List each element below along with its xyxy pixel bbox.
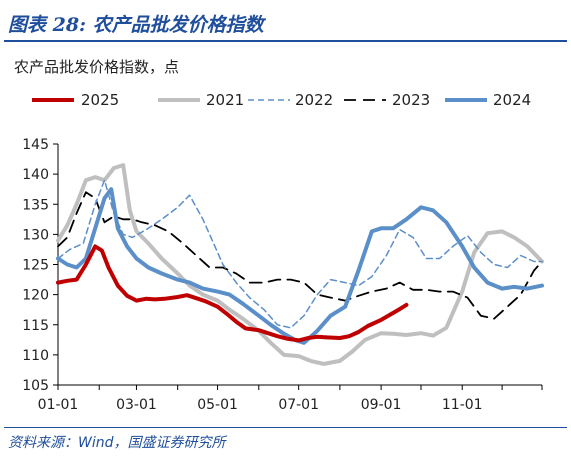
title-divider [4,40,567,42]
y-tick-label-120: 120 [22,288,49,304]
y-tick-label-110: 110 [22,348,49,364]
series-line-2021 [56,163,544,366]
x-tick-label-01-01: 01-01 [38,397,79,413]
x-tick-label-03-01: 03-01 [116,397,157,413]
legend-label-2022: 2022 [295,91,333,109]
series-line-2024 [56,187,544,345]
series-line-2023 [57,191,543,320]
figure-header: 图表 28: 农产品批发价格指数 [0,0,571,44]
y-tick-label-145: 145 [22,137,49,153]
y-tick-label-140: 140 [22,167,49,183]
figure-title: 图表 28: 农产品批发价格指数 [8,14,264,36]
x-tick-label-05-01: 05-01 [197,397,238,413]
source-divider [4,427,567,428]
legend-label-2023: 2023 [392,91,430,109]
y-tick-label-115: 115 [22,318,49,334]
series-line-2022 [57,179,543,329]
source-note: 资料来源：Wind，国盛证券研究所 [8,435,226,451]
series-line-2025 [56,244,409,343]
legend-label-2025: 2025 [81,91,119,109]
y-tick-label-125: 125 [22,258,49,274]
y-tick-label-130: 130 [22,227,49,243]
x-tick-label-09-01: 09-01 [361,397,402,413]
y-tick-label-105: 105 [22,378,49,394]
x-tick-label-11-01: 11-01 [442,397,483,413]
legend-label-2021: 2021 [206,91,244,109]
chart-subtitle: 农产品批发价格指数，点 [14,58,180,76]
y-tick-label-135: 135 [22,197,49,213]
x-tick-label-07-01: 07-01 [278,397,319,413]
legend-label-2024: 2024 [493,91,531,109]
